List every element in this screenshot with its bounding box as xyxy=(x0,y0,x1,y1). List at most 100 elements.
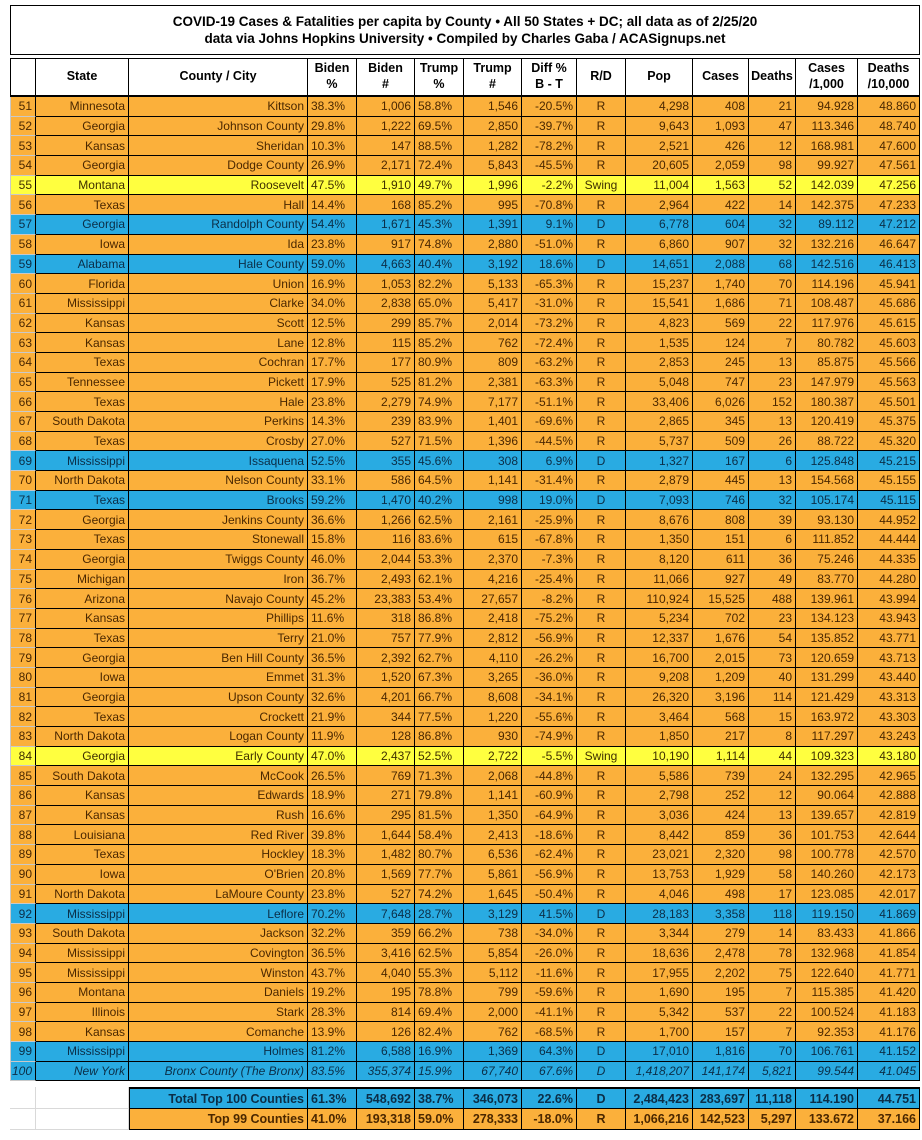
cell-pop: 26,320 xyxy=(626,687,693,708)
cell-biden_num: 1,671 xyxy=(357,215,415,235)
cell-diff: -56.9% xyxy=(522,864,577,885)
cell-state: Georgia xyxy=(36,156,129,176)
header-cell-deaths: Deaths xyxy=(749,58,796,97)
cell-rd: R xyxy=(577,707,626,727)
cell-trump_num: 998 xyxy=(464,490,522,511)
cell-deaths: 488 xyxy=(749,589,796,609)
cell-rd: R xyxy=(577,372,626,393)
cell-pop: 2,964 xyxy=(626,195,693,216)
cell-state: Kansas xyxy=(36,805,129,826)
cell-cases: 195 xyxy=(693,982,749,1003)
table-row: 73 Texas Stonewall 15.8% 116 83.6% 615 -67.8% R 1… xyxy=(10,530,920,550)
table-row: 56 Texas Hall 14.4% 168 85.2% 995 -70.8% R 2,964 4… xyxy=(10,195,920,216)
table-row: 54 Georgia Dodge County 26.9% 2,171 72.4% 5,84… xyxy=(10,156,920,176)
cell-county: Covington xyxy=(129,943,308,964)
cell-cases: 859 xyxy=(693,825,749,846)
cell-deaths: 54 xyxy=(749,628,796,649)
cell-rank: 75 xyxy=(10,569,36,590)
cell-cases: 509 xyxy=(693,431,749,452)
cell-cases: 746 xyxy=(693,490,749,511)
cell-rd: R xyxy=(577,727,626,747)
cell-trump_pct: 55.3% xyxy=(415,963,464,983)
cell-rd: R xyxy=(577,352,626,373)
cell-trump_pct: 62.5% xyxy=(415,943,464,964)
cell-pop: 5,342 xyxy=(626,1002,693,1023)
cell-deaths_10k: 45.501 xyxy=(858,392,920,412)
cell-deaths: 13 xyxy=(749,352,796,373)
cell-trump_pct: 52.5% xyxy=(415,746,464,767)
title-line-1: COVID-19 Cases & Fatalities per capita b… xyxy=(172,14,758,29)
cell-cases_1k: 142.516 xyxy=(796,254,858,275)
cell-biden_num: 1,222 xyxy=(357,116,415,137)
table-row: 82 Texas Crockett 21.9% 344 77.5% 1,220 -55.6% R… xyxy=(10,707,920,727)
table-row: 69 Mississippi Issaquena 52.5% 355 45.6% 308 6.… xyxy=(10,451,920,472)
cell-biden_pct: 47.0% xyxy=(308,746,357,767)
cell-trump_num: 7,177 xyxy=(464,392,522,412)
cell-trump_num: 2,014 xyxy=(464,313,522,334)
cell-rank: 73 xyxy=(10,530,36,550)
cell-trump_num: 2,381 xyxy=(464,372,522,393)
cell-rd: R xyxy=(577,195,626,216)
cell-deaths: 13 xyxy=(749,805,796,826)
cell-state: North Dakota xyxy=(36,471,129,491)
cell-trump_pct: 74.8% xyxy=(415,234,464,255)
cell-state: Illinois xyxy=(36,1002,129,1023)
table-row: 84 Georgia Early County 47.0% 2,437 52.5% 2,72… xyxy=(10,746,920,767)
cell-rank: 79 xyxy=(10,648,36,668)
cell-deaths_10k: 45.686 xyxy=(858,293,920,314)
cell-rd: R xyxy=(577,687,626,708)
totals-cell-diff: 22.6% xyxy=(522,1087,577,1109)
cell-deaths_10k: 44.335 xyxy=(858,549,920,570)
cell-biden_num: 355 xyxy=(357,451,415,472)
cell-biden_pct: 81.2% xyxy=(308,1042,357,1062)
cell-rd: R xyxy=(577,982,626,1003)
cell-rd: Swing xyxy=(577,175,626,196)
cell-trump_num: 5,417 xyxy=(464,293,522,314)
cell-trump_pct: 28.7% xyxy=(415,904,464,924)
cell-biden_num: 195 xyxy=(357,982,415,1003)
cell-diff: -62.4% xyxy=(522,845,577,865)
cell-county: Comanche xyxy=(129,1022,308,1042)
cell-biden_pct: 23.8% xyxy=(308,392,357,412)
cell-rank: 57 xyxy=(10,215,36,235)
cell-county: Leflore xyxy=(129,904,308,924)
cell-pop: 2,798 xyxy=(626,786,693,806)
cell-county: Ben Hill County xyxy=(129,648,308,668)
cell-biden_num: 4,663 xyxy=(357,254,415,275)
totals-cell-biden_pct: 41.0% xyxy=(308,1108,357,1131)
cell-diff: -65.3% xyxy=(522,274,577,294)
cell-cases: 739 xyxy=(693,766,749,787)
cell-county: Scott xyxy=(129,313,308,334)
cell-biden_pct: 59.2% xyxy=(308,490,357,511)
cell-cases_1k: 109.323 xyxy=(796,746,858,767)
cell-pop: 1,418,207 xyxy=(626,1061,693,1082)
cell-diff: -60.9% xyxy=(522,786,577,806)
cell-biden_pct: 16.9% xyxy=(308,274,357,294)
cell-rank: 61 xyxy=(10,293,36,314)
cell-trump_num: 2,370 xyxy=(464,549,522,570)
cell-cases: 1,209 xyxy=(693,667,749,688)
cell-biden_num: 4,201 xyxy=(357,687,415,708)
cell-cases: 1,563 xyxy=(693,175,749,196)
cell-deaths_10k: 41.869 xyxy=(858,904,920,924)
cell-cases: 2,478 xyxy=(693,943,749,964)
totals-cell-trump_num: 346,073 xyxy=(464,1087,522,1109)
cell-deaths: 22 xyxy=(749,1002,796,1023)
cell-diff: -51.1% xyxy=(522,392,577,412)
cell-cases: 422 xyxy=(693,195,749,216)
cell-rd: R xyxy=(577,313,626,334)
cell-trump_num: 2,880 xyxy=(464,234,522,255)
cell-trump_num: 6,536 xyxy=(464,845,522,865)
cell-biden_num: 355,374 xyxy=(357,1061,415,1082)
cell-cases: 6,026 xyxy=(693,392,749,412)
cell-biden_pct: 39.8% xyxy=(308,825,357,846)
cell-biden_num: 814 xyxy=(357,1002,415,1023)
cell-trump_num: 762 xyxy=(464,1022,522,1042)
cell-deaths_10k: 43.243 xyxy=(858,727,920,747)
cell-trump_num: 3,265 xyxy=(464,667,522,688)
cell-trump_pct: 74.9% xyxy=(415,392,464,412)
cell-county: Rush xyxy=(129,805,308,826)
cell-state: Georgia xyxy=(36,687,129,708)
cell-county: Iron xyxy=(129,569,308,590)
cell-cases_1k: 92.353 xyxy=(796,1022,858,1042)
